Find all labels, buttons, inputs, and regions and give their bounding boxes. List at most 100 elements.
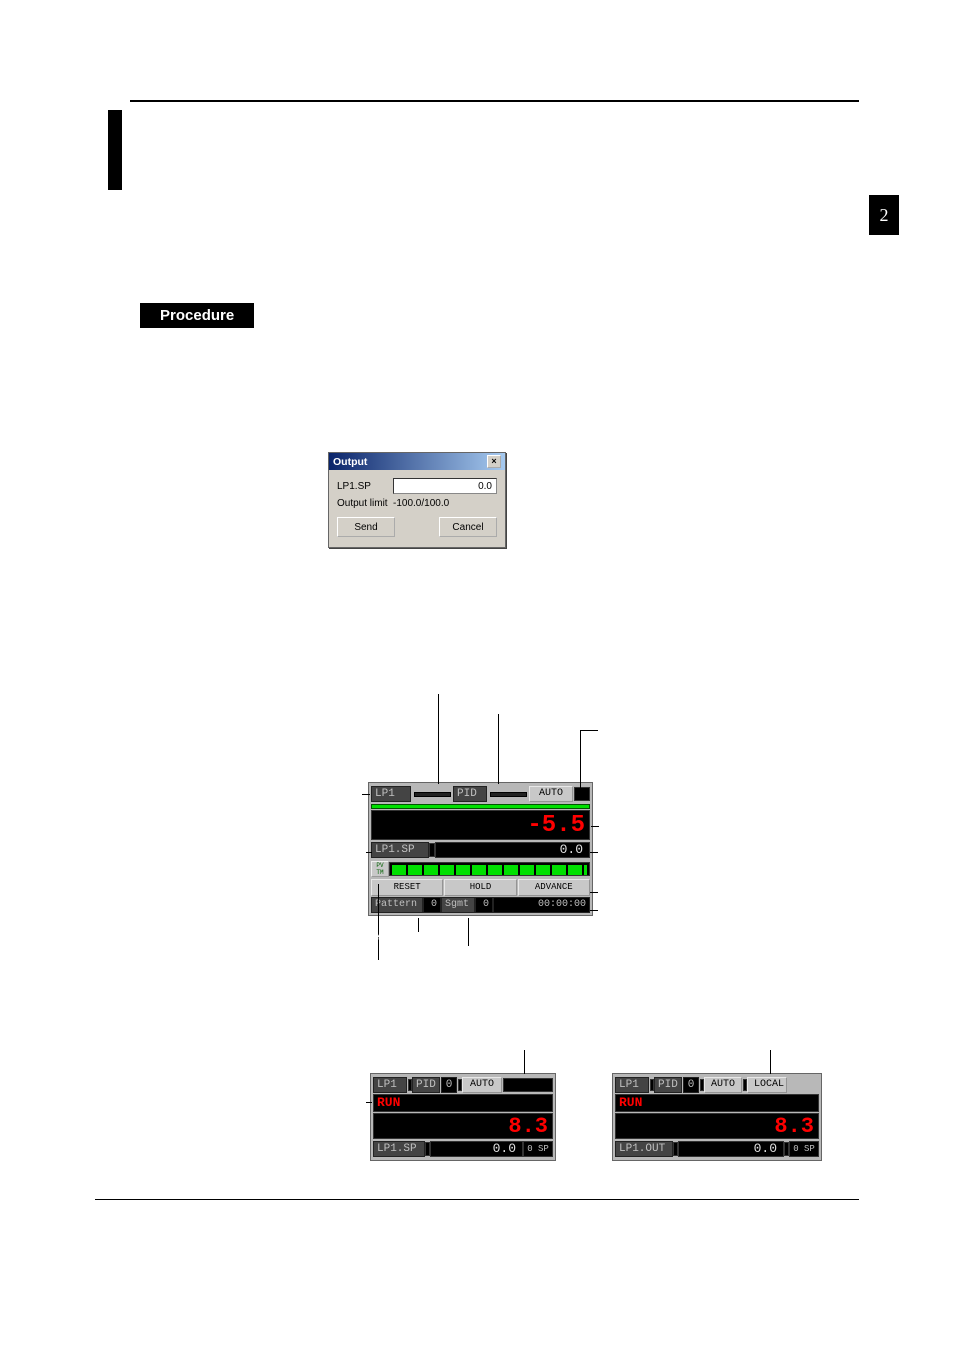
anno-line-ext-pidno <box>524 1050 525 1074</box>
ext-auto-button[interactable]: AUTO <box>462 1077 502 1093</box>
footer-page-number: 2-11 <box>838 1210 859 1222</box>
chapter-tab: 2 <box>869 195 899 235</box>
page: 2.5 Operations on the DX2000 2 2.5Operat… <box>0 0 954 1350</box>
close-icon[interactable]: × <box>487 455 501 468</box>
ext-pid: PID <box>412 1077 440 1093</box>
step1-text: Click the value you wish to change (SP o… <box>220 430 844 469</box>
cancel-button[interactable]: Cancel <box>439 517 497 537</box>
intro-paragraph: This section describes the following ope… <box>220 220 702 279</box>
sub-change-title: Changing the SP value or the OUT value <box>195 410 462 432</box>
anno-line-time <box>590 910 598 911</box>
extr-out-label: LP1.OUT <box>615 1141 673 1157</box>
anno-line-alarm-h <box>580 730 598 731</box>
anno-pattern: The currently running pattern no. <box>248 930 418 944</box>
running-header: 2.5 Operations on the DX2000 <box>683 75 859 90</box>
anno-line-click-sp2 <box>590 852 598 853</box>
anno-ext-run: Operation status <box>270 1096 366 1110</box>
time-value: 00:00:00 <box>493 897 590 913</box>
faceplate-internal: LP1 PID AUTO -5.5 LP1.SP 0.0 PV TM RESET… <box>368 782 593 916</box>
step2-num: 2. <box>198 560 208 579</box>
step2-text: Specify the value, and click Send. The v… <box>220 560 844 579</box>
procedure-label: Procedure <box>140 303 254 328</box>
send-button[interactable]: Send <box>337 517 395 537</box>
anno-click-sp2: Click to display the output dialog box f… <box>598 842 868 871</box>
sub-external-title: • CX's External Loop <box>195 1000 317 1019</box>
fp-bar-top <box>414 792 451 797</box>
fp-tag: LP1 <box>371 786 411 802</box>
anno-line-pvtm <box>378 884 379 960</box>
anno-pvtm: Select PV or TM to set which parameter's… <box>146 960 436 974</box>
hold-button[interactable]: HOLD <box>444 879 516 896</box>
extr-pv-value: 8.3 <box>615 1113 819 1139</box>
anno-line-sgmt <box>468 918 469 946</box>
anno-auto: Running/stopped, auto/manual, remote/loc… <box>452 700 668 714</box>
dialog-titlebar: Output × <box>329 453 505 470</box>
internal-loop-heading: CX's Internal Loop <box>203 660 313 674</box>
fp-bar-top2 <box>490 792 527 797</box>
fp-pid: PID <box>453 786 487 802</box>
extr-tag: LP1 <box>615 1077 649 1093</box>
anno-click-sp: Click to display the output dialog box f… <box>116 844 366 858</box>
anno-sgmt: Segment no. <box>454 946 516 960</box>
anno-tag: Tag name <box>290 788 362 802</box>
sp-label-box: LP1.SP <box>371 842 429 858</box>
ext-pidno: 0 <box>441 1077 457 1093</box>
anno-alarm: Alarm mark (lit red when an alarm occurs… <box>598 716 848 730</box>
external-loop-heading: CX's External Loop <box>203 1002 317 1016</box>
extr-local-button[interactable]: LOCAL <box>747 1077 787 1093</box>
sp-value-input[interactable]: 0.0 <box>393 478 497 494</box>
pattern-value: 0 <box>423 897 441 913</box>
auto-button[interactable]: AUTO <box>529 786 573 802</box>
anno-pid: Control mode (PID/ONOFF) <box>348 680 484 694</box>
extr-out-value[interactable]: 0.0 <box>678 1141 784 1157</box>
anno-line-auto <box>498 714 499 784</box>
step1-num: 1. <box>198 430 208 449</box>
anno-line-ext-run <box>366 1102 372 1103</box>
ext-sp-value[interactable]: 0.0 <box>430 1141 523 1157</box>
extr-pid: PID <box>654 1077 682 1093</box>
anno-line-click-sp <box>366 852 372 853</box>
anno-line-pattern <box>418 918 419 932</box>
anno-line-pid <box>438 694 439 784</box>
scale-bar <box>389 862 590 876</box>
advance-button[interactable]: ADVANCE <box>518 879 590 896</box>
ext-tag: LP1 <box>373 1077 407 1093</box>
anno-line-pv <box>591 826 599 827</box>
alarm-mark <box>574 787 590 801</box>
anno-time: Segment elapsed time or remaining time <box>598 904 838 918</box>
bullet-icon: • <box>195 660 203 674</box>
ext-alarm <box>503 1078 553 1092</box>
dialog-title-text: Output <box>333 456 367 468</box>
pvtm-label: PV TM <box>376 862 383 876</box>
section-title: 2.5Operations on the DX2000 <box>130 120 516 151</box>
ext-run-status: RUN <box>373 1094 553 1112</box>
ext-caption-left: When operating or stopped <box>370 1020 503 1037</box>
section-side-bar <box>108 110 122 190</box>
limit-label: Output limit <box>337 498 393 509</box>
bullet-icon-2: • <box>195 1002 203 1016</box>
fp-green-bar <box>371 804 590 809</box>
header-rule <box>130 100 859 102</box>
anno-line-alarm <box>580 730 581 788</box>
footer-rule <box>95 1199 859 1200</box>
sub-switching-title: Switching to the Tuning Display <box>195 338 406 360</box>
anno-ext-pidno: Running/stopped, auto/manual, remote/loc… <box>324 1038 554 1067</box>
reset-button[interactable]: RESET <box>371 879 443 896</box>
anno-line-ext-spno <box>770 1050 771 1074</box>
sp-field-label: LP1.SP <box>337 481 393 492</box>
faceplate-external-right: LP1 PID 0 AUTO LOCAL RUN 8.3 LP1.OUT 0.0… <box>612 1073 822 1161</box>
ext-sp-label: LP1.SP <box>373 1141 425 1157</box>
ext-pv-value: 8.3 <box>373 1113 553 1139</box>
section-number: 2.5 <box>130 120 166 150</box>
anno-line-btns <box>590 892 598 893</box>
limit-value: -100.0/100.0 <box>393 498 449 509</box>
extr-auto-button[interactable]: AUTO <box>704 1077 742 1093</box>
ext-caption-right: When operating or stopped (UT) <box>612 1020 770 1037</box>
sub-mode-text: Clicking a button switches the operation… <box>220 620 844 639</box>
pvtm-toggle[interactable]: PV TM <box>371 861 389 877</box>
sub-mode-title: Switching the Operation Mode <box>195 600 396 622</box>
footer-manual-id: IM 04L41B01-63EN <box>95 1210 192 1222</box>
faceplate-external-left: LP1 PID 0 AUTO RUN 8.3 LP1.SP 0.0 0 SP <box>370 1073 556 1161</box>
sgmt-label: Sgmt <box>441 897 475 913</box>
sp-value-box[interactable]: 0.0 <box>435 842 590 858</box>
